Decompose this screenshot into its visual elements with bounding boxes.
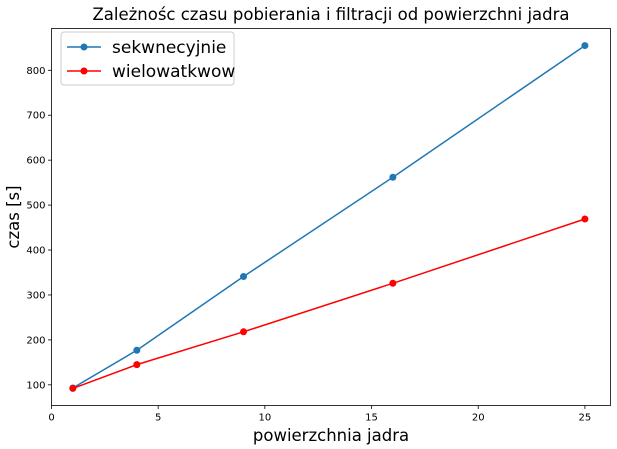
series-sekwnecyjnie: [69, 42, 589, 392]
data-point: [389, 173, 397, 181]
legend-label: wielowatkwow: [112, 62, 235, 82]
data-point: [581, 42, 589, 50]
legend-box: [60, 31, 235, 86]
y-axis: 100 200 300 400 500 600 700 800: [26, 66, 52, 391]
y-axis-label: czas [s]: [4, 185, 23, 248]
x-tick-label: 0: [48, 413, 54, 424]
y-tick-label: 600: [26, 156, 45, 167]
data-point: [69, 384, 77, 392]
y-tick-label: 800: [26, 66, 45, 77]
data-point: [240, 273, 248, 281]
legend-item: sekwnecyjnie: [67, 38, 226, 58]
legend-marker: [80, 43, 88, 51]
legend-item: wielowatkwow: [67, 62, 235, 82]
x-tick-label: 5: [155, 413, 161, 424]
legend: sekwnecyjnie wielowatkwow: [60, 31, 235, 86]
y-tick-label: 100: [26, 380, 45, 391]
data-point: [133, 346, 141, 354]
y-tick-label: 300: [26, 290, 45, 301]
x-tick-label: 20: [472, 413, 485, 424]
y-tick-label: 700: [26, 111, 45, 122]
y-tick-label: 200: [26, 335, 45, 346]
x-tick-label: 25: [579, 413, 592, 424]
x-axis-label: powierzchnia jadra: [253, 426, 409, 445]
x-tick-label: 10: [258, 413, 271, 424]
data-point: [133, 361, 141, 369]
data-point: [581, 215, 589, 223]
legend-marker: [80, 67, 88, 75]
y-tick-label: 500: [26, 201, 45, 212]
legend-label: sekwnecyjnie: [112, 38, 226, 58]
chart-title: Zależnośc czasu pobierania i filtracji o…: [92, 5, 569, 24]
y-tick-label: 400: [26, 246, 45, 257]
data-point: [240, 328, 248, 336]
series-wielowatkwow: [69, 215, 589, 392]
series-layer: [69, 42, 589, 392]
x-tick-label: 15: [365, 413, 378, 424]
data-point: [389, 279, 397, 287]
x-axis: 0 5 10 15 20 25: [48, 405, 592, 424]
